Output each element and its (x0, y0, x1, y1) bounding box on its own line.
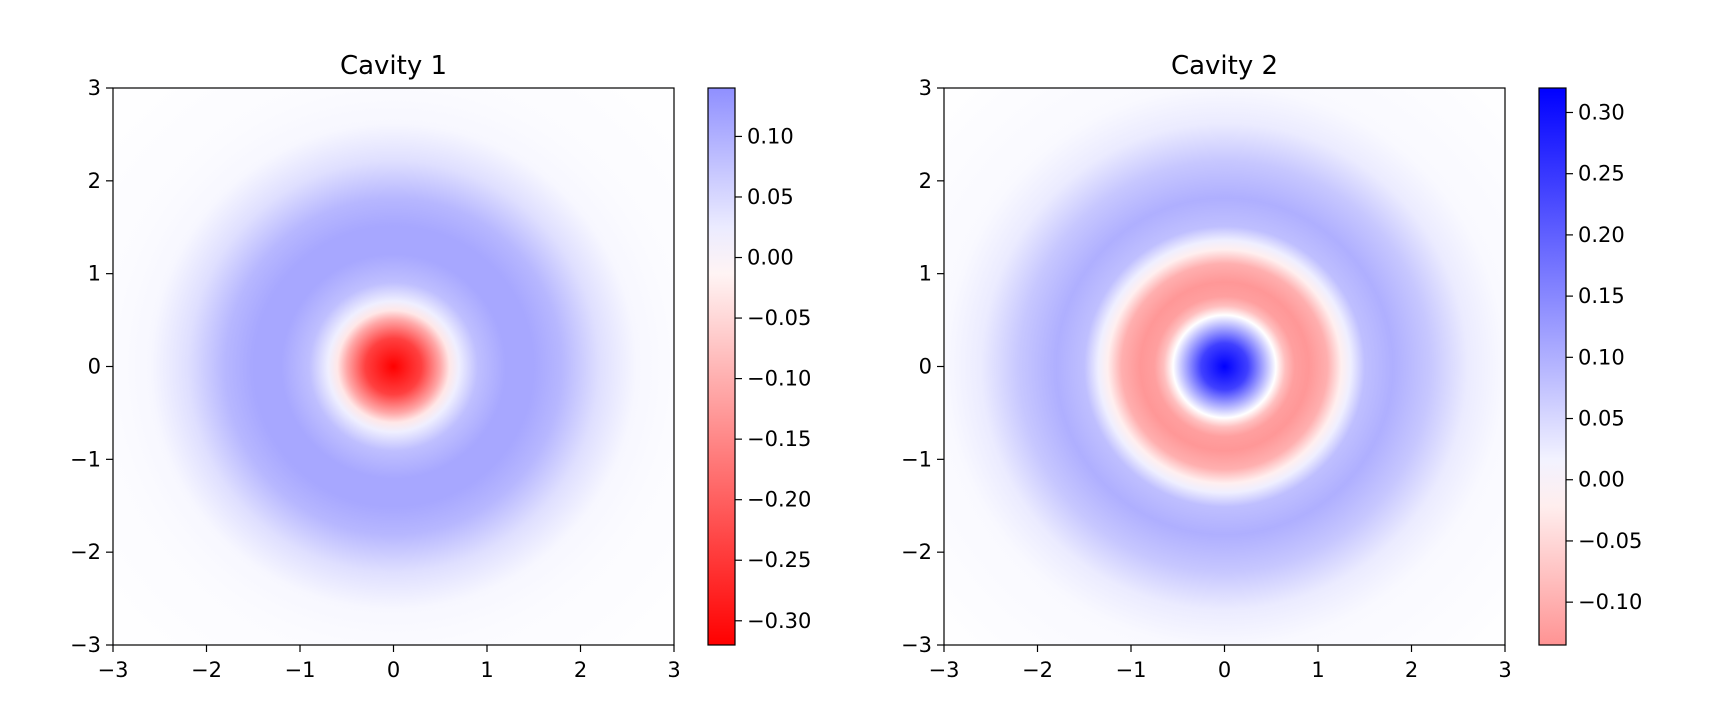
y-tick-label: −1 (901, 447, 932, 471)
y-tick-label: −3 (901, 633, 932, 657)
y-tick-label: 0 (88, 355, 101, 379)
chart-title: Cavity 2 (1171, 51, 1278, 81)
x-tick-label: 2 (574, 658, 587, 682)
colorbar-tick-label: −0.15 (747, 427, 811, 451)
chart-title: Cavity 1 (340, 51, 447, 81)
cavity-2-panel: Cavity 2 −3 −2 −1 0 1 2 3 −3 −2 −1 0 1 2 3 0.30 0.25 0.20… (901, 51, 1642, 682)
x-tick-label: −3 (98, 658, 129, 682)
colorbar-tick-label: −0.10 (747, 367, 811, 391)
cavity-1-panel: Cavity 1 −3 −2 −1 0 1 2 3 −3 −2 −1 0 1 2 3 0.10 0.05 0.00… (70, 51, 811, 682)
x-tick-label: 3 (667, 658, 680, 682)
y-tick-label: 1 (919, 262, 932, 286)
colorbar-tick-label: 0.10 (1578, 345, 1625, 369)
x-tick-label: 2 (1405, 658, 1418, 682)
colorbar-tick-label: 0.15 (1578, 284, 1625, 308)
colorbar-tick-label: 0.05 (1578, 407, 1625, 431)
y-tick-label: −3 (70, 633, 101, 657)
y-tick-label: 3 (88, 76, 101, 100)
colorbar-tick-label: 0.30 (1578, 100, 1625, 124)
y-tick-label: 1 (88, 262, 101, 286)
x-tick-label: 0 (387, 658, 400, 682)
y-tick-label: −2 (70, 540, 101, 564)
colorbar-tick-label: 0.00 (1578, 468, 1625, 492)
colorbar-tick-label: 0.10 (747, 124, 794, 148)
x-tick-label: 3 (1498, 658, 1511, 682)
colorbar-tick-label: 0.00 (747, 246, 794, 270)
colorbar-tick-label: 0.20 (1578, 223, 1625, 247)
colorbar-tick-label: 0.25 (1578, 162, 1625, 186)
x-tick-label: −3 (929, 658, 960, 682)
y-tick-label: −1 (70, 447, 101, 471)
colorbar-tick-label: −0.05 (1578, 529, 1642, 553)
x-tick-label: 0 (1218, 658, 1231, 682)
y-tick-label: 2 (919, 169, 932, 193)
y-tick-label: −2 (901, 540, 932, 564)
x-tick-label: −1 (285, 658, 316, 682)
colorbar-tick-label: −0.20 (747, 488, 811, 512)
colorbar-tick-label: −0.05 (747, 306, 811, 330)
x-tick-label: −2 (1022, 658, 1053, 682)
y-tick-label: 3 (919, 76, 932, 100)
y-tick-label: 2 (88, 169, 101, 193)
colorbar (1538, 87, 1567, 646)
heatmap-field (113, 88, 674, 645)
colorbar-tick-label: 0.05 (747, 185, 794, 209)
y-tick-label: 0 (919, 355, 932, 379)
heatmap-field (944, 88, 1505, 645)
colorbar (707, 87, 736, 646)
x-tick-label: 1 (1311, 658, 1324, 682)
x-tick-label: −1 (1116, 658, 1147, 682)
colorbar-tick-label: −0.25 (747, 548, 811, 572)
colorbar-tick-label: −0.10 (1578, 590, 1642, 614)
x-tick-label: 1 (480, 658, 493, 682)
x-tick-label: −2 (191, 658, 222, 682)
colorbar-tick-label: −0.30 (747, 609, 811, 633)
